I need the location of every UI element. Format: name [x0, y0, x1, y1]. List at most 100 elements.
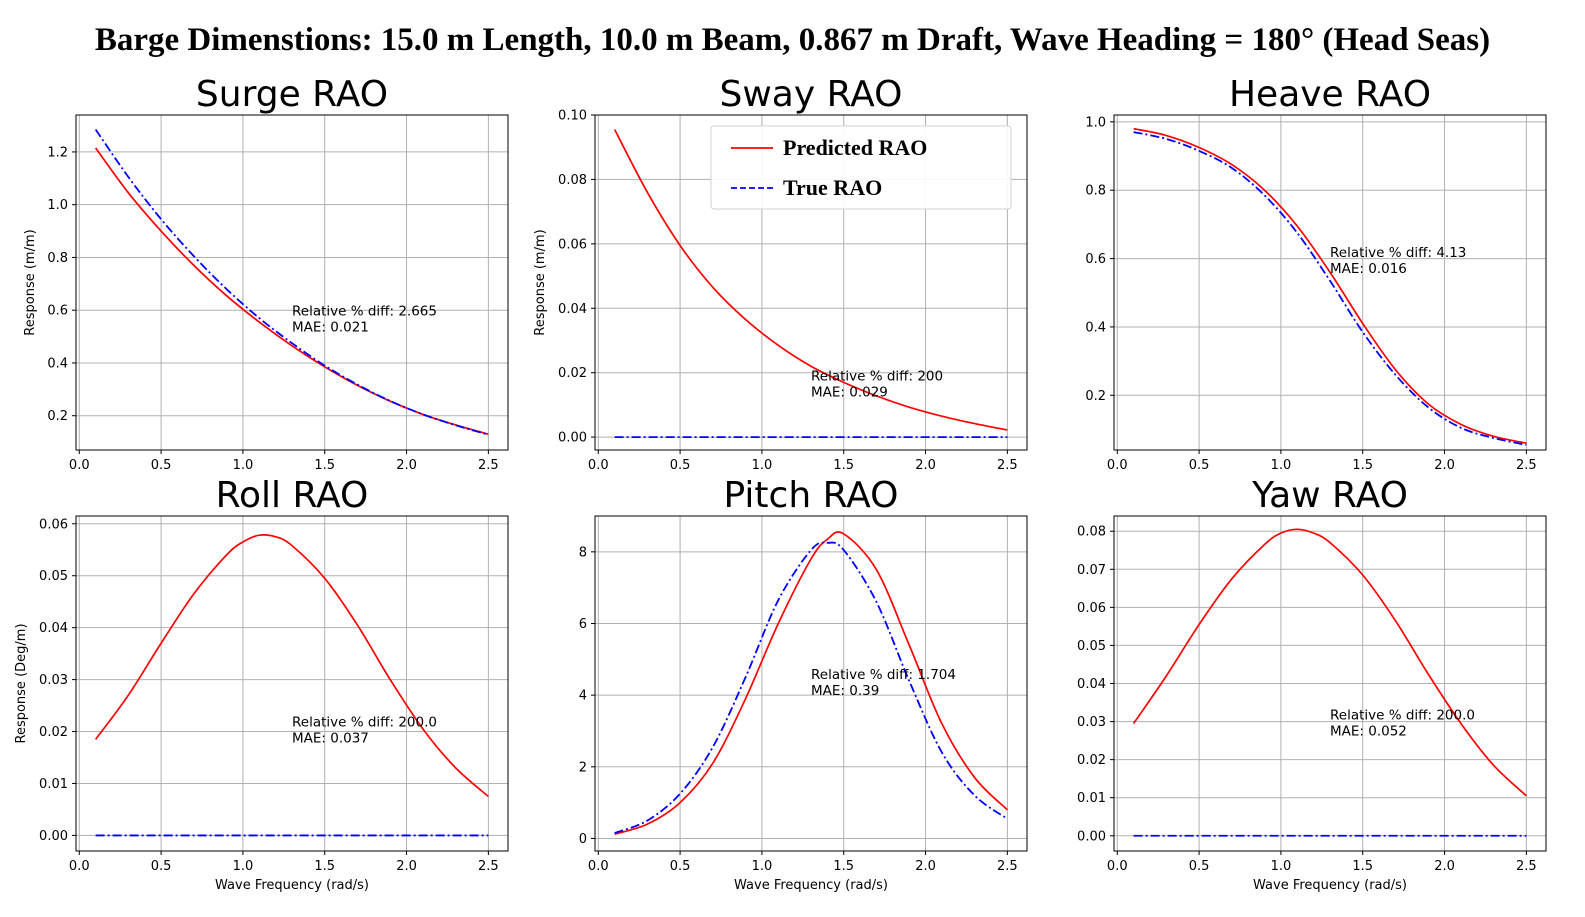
y-tick-label: 0.05 [1077, 639, 1106, 654]
chart-title: Roll RAO [216, 475, 369, 516]
x-tick-label: 0.0 [588, 859, 609, 874]
x-tick-label: 1.0 [1271, 458, 1292, 473]
predicted-rao-line [94, 534, 489, 798]
x-tick-label: 1.5 [314, 458, 335, 473]
x-tick-label: 2.5 [478, 859, 499, 874]
x-tick-label: 0.0 [69, 859, 90, 874]
y-tick-label: 0.2 [47, 409, 68, 424]
chart-panel-2: Sway RAO 0.0 0.5 1.0 1.5 2.0 2.5 0.00 0.02 0.04 0.… [533, 74, 1028, 473]
legend-true-label: True RAO [783, 175, 882, 200]
x-axis-label: Wave Frequency (rad/s) [215, 878, 369, 893]
true-rao-line [614, 541, 1008, 834]
x-tick-label: 1.0 [233, 458, 254, 473]
x-tick-label: 0.0 [1107, 859, 1128, 874]
chart-panel-5: Pitch RAO 0.0 0.5 1.0 1.5 2.0 2.5 0 2 4 6 8 Wave Fre… [579, 475, 1028, 893]
chart-title: Heave RAO [1229, 74, 1431, 115]
mae-annotation: MAE: 0.021 [292, 319, 369, 335]
predicted-rao-line [1133, 127, 1527, 444]
y-tick-label: 6 [579, 617, 587, 632]
mae-annotation: MAE: 0.052 [1330, 724, 1407, 740]
y-tick-label: 0.01 [1077, 791, 1106, 806]
x-tick-label: 0.0 [1107, 458, 1128, 473]
chart-panel-3: Heave RAO 0.0 0.5 1.0 1.5 2.0 2.5 0.2 0.4 0.6 0.8 1… [1085, 74, 1547, 473]
chart-panel-1: Surge RAO 0.0 0.5 1.0 1.5 2.0 2.5 0.2 0.4 0.6 0.8 1… [23, 74, 509, 473]
x-tick-label: 0.5 [1189, 458, 1210, 473]
figure-suptitle: Barge Dimenstions: 15.0 m Length, 10.0 m… [94, 22, 1491, 58]
mae-annotation: MAE: 0.016 [1330, 261, 1407, 277]
x-axis-label: Wave Frequency (rad/s) [1253, 878, 1407, 893]
x-tick-label: 2.0 [396, 458, 417, 473]
y-tick-label: 0.08 [1077, 525, 1106, 540]
plot-frame [75, 114, 509, 451]
y-tick-label: 8 [579, 545, 587, 560]
y-tick-label: 0.02 [558, 366, 587, 381]
mae-annotation: MAE: 0.029 [811, 385, 888, 401]
y-tick-label: 2 [579, 760, 587, 775]
x-tick-label: 1.5 [833, 458, 854, 473]
x-tick-label: 0.5 [670, 859, 691, 874]
chart-title: Sway RAO [720, 74, 903, 115]
x-tick-label: 1.0 [752, 458, 773, 473]
x-tick-label: 2.0 [1434, 458, 1455, 473]
y-tick-label: 0.8 [1085, 184, 1106, 199]
y-tick-label: 1.2 [47, 145, 68, 160]
y-tick-label: 0 [579, 832, 587, 847]
plot-frame [594, 515, 1028, 852]
predicted-rao-line [614, 531, 1008, 835]
y-axis-label: Response (Deg/m) [14, 623, 29, 743]
y-tick-label: 0.04 [1077, 677, 1106, 692]
y-tick-label: 0.03 [39, 673, 68, 688]
chart-title: Pitch RAO [724, 475, 899, 516]
x-tick-label: 2.5 [478, 458, 499, 473]
predicted-rao-line [94, 147, 489, 435]
y-tick-label: 0.00 [39, 829, 68, 844]
y-tick-label: 0.08 [558, 173, 587, 188]
y-tick-label: 4 [579, 689, 587, 704]
relative-diff-annotation: Relative % diff: 4.13 [1330, 245, 1466, 261]
x-tick-label: 1.5 [1352, 859, 1373, 874]
x-axis-label: Wave Frequency (rad/s) [734, 878, 888, 893]
y-tick-label: 0.06 [39, 517, 68, 532]
chart-title: Surge RAO [196, 74, 388, 115]
relative-diff-annotation: Relative % diff: 2.665 [292, 303, 437, 319]
x-tick-label: 0.0 [69, 458, 90, 473]
mae-annotation: MAE: 0.037 [292, 730, 369, 746]
legend: Predicted RAO True RAO [710, 125, 1012, 210]
y-tick-label: 0.04 [558, 302, 587, 317]
x-tick-label: 1.5 [314, 859, 335, 874]
x-tick-label: 0.5 [670, 458, 691, 473]
legend-predicted-label: Predicted RAO [783, 135, 927, 160]
x-tick-label: 1.0 [752, 859, 773, 874]
y-tick-label: 0.05 [39, 569, 68, 584]
y-tick-label: 0.01 [39, 777, 68, 792]
y-tick-label: 0.03 [1077, 715, 1106, 730]
y-tick-label: 0.10 [558, 109, 587, 124]
x-tick-label: 1.5 [1352, 458, 1373, 473]
y-tick-label: 1.0 [47, 198, 68, 213]
true-rao-line [1133, 131, 1527, 446]
x-tick-label: 1.0 [1271, 859, 1292, 874]
y-tick-label: 0.00 [1077, 829, 1106, 844]
relative-diff-annotation: Relative % diff: 1.704 [811, 667, 956, 683]
true-rao-line [94, 128, 489, 436]
mae-annotation: MAE: 0.39 [811, 683, 879, 699]
chart-title: Yaw RAO [1251, 475, 1408, 516]
x-tick-label: 2.5 [997, 458, 1018, 473]
y-tick-label: 0.2 [1085, 389, 1106, 404]
y-tick-label: 0.07 [1077, 563, 1106, 578]
y-tick-label: 0.4 [1085, 320, 1106, 335]
legend-frame [710, 125, 1012, 210]
x-tick-label: 0.5 [151, 458, 172, 473]
y-tick-label: 0.4 [47, 356, 68, 371]
y-tick-label: 0.6 [47, 304, 68, 319]
y-tick-label: 0.02 [1077, 753, 1106, 768]
x-tick-label: 2.0 [915, 859, 936, 874]
x-tick-label: 0.5 [1189, 859, 1210, 874]
chart-panel-4: Roll RAO 0.0 0.5 1.0 1.5 2.0 2.5 0.00 0.01 0.02 0.… [14, 475, 509, 893]
x-tick-label: 2.0 [396, 859, 417, 874]
y-axis-label: Response (m/m) [23, 229, 38, 335]
y-tick-label: 0.02 [39, 725, 68, 740]
x-tick-label: 2.0 [1434, 859, 1455, 874]
y-tick-label: 0.00 [558, 431, 587, 446]
